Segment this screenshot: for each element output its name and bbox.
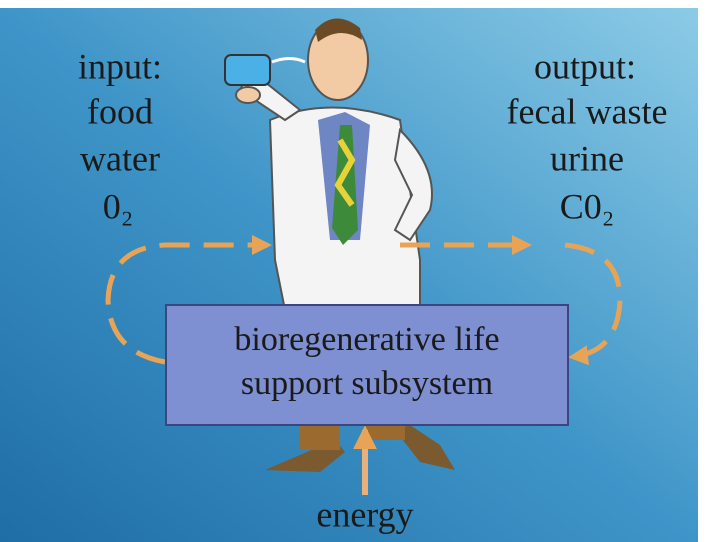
energy-label: energy [316,494,413,534]
subsystem-label: bioregenerative life [234,321,499,358]
input-heading: input: [78,46,162,86]
output-heading: output: [534,46,636,86]
diagram: input: food water 0₂ output: fecal waste… [0,0,710,542]
output-item: fecal waste [507,91,668,131]
output-item: C0₂ [560,186,615,226]
input-item: water [80,138,160,178]
right-margin [698,0,710,542]
input-item: 0₂ [103,186,134,226]
input-item: food [87,91,153,131]
subsystem-label: support subsystem [241,365,493,402]
output-item: urine [550,138,624,178]
